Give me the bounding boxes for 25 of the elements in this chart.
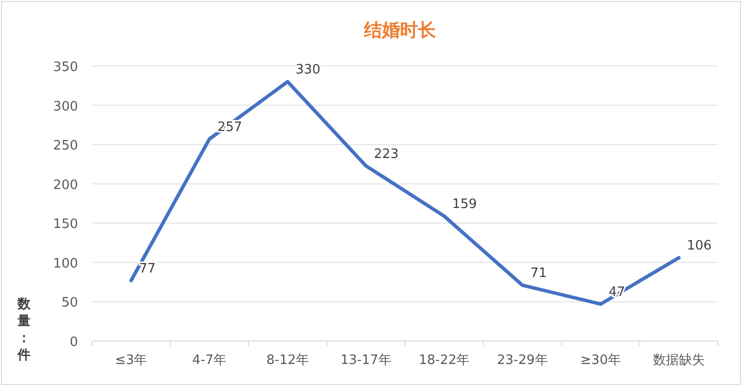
y-tick-label: 350 bbox=[53, 60, 78, 75]
data-label: 159 bbox=[452, 197, 477, 212]
data-label: 106 bbox=[686, 238, 712, 254]
y-tick-label: 200 bbox=[53, 178, 78, 193]
x-tick-label: 8-12年 bbox=[266, 353, 309, 368]
data-label: 71 bbox=[530, 266, 547, 282]
chart-title: 结婚时长 bbox=[363, 20, 437, 41]
y-tick-label: 0 bbox=[70, 335, 78, 350]
x-tick-label: 13-17年 bbox=[340, 353, 392, 368]
x-tick-label: 数据缺失 bbox=[652, 353, 705, 368]
y-tick-label: 250 bbox=[53, 138, 78, 154]
x-tick-label: ≤3年 bbox=[115, 353, 148, 368]
data-label: 77 bbox=[139, 262, 156, 276]
y-tick-label: 100 bbox=[53, 256, 78, 272]
x-tick-label: 23-29年 bbox=[496, 353, 548, 368]
x-tick-label: 4-7年 bbox=[192, 353, 226, 368]
y-axis-title: 数量：件 bbox=[16, 297, 32, 363]
line-series bbox=[129, 80, 681, 306]
data-label: 330 bbox=[296, 62, 320, 78]
data-label: 223 bbox=[374, 146, 399, 162]
x-tick-label: ≥30年 bbox=[580, 353, 621, 368]
y-tick-label: 50 bbox=[61, 296, 78, 311]
y-tick-label: 150 bbox=[53, 217, 78, 232]
x-tick-label: 18-22年 bbox=[418, 353, 470, 368]
y-tick-label: 300 bbox=[53, 99, 78, 114]
